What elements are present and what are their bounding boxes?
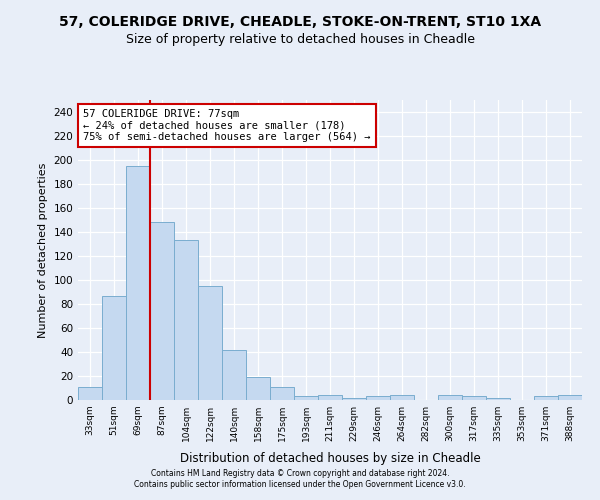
X-axis label: Distribution of detached houses by size in Cheadle: Distribution of detached houses by size … xyxy=(179,452,481,466)
Bar xyxy=(150,222,174,400)
Bar xyxy=(318,395,342,400)
Text: Contains HM Land Registry data © Crown copyright and database right 2024.: Contains HM Land Registry data © Crown c… xyxy=(151,468,449,477)
Bar xyxy=(198,286,222,400)
Bar xyxy=(390,395,414,400)
Bar xyxy=(270,387,294,400)
Bar xyxy=(486,398,510,400)
Text: Size of property relative to detached houses in Cheadle: Size of property relative to detached ho… xyxy=(125,32,475,46)
Bar xyxy=(534,396,558,400)
Text: 57 COLERIDGE DRIVE: 77sqm
← 24% of detached houses are smaller (178)
75% of semi: 57 COLERIDGE DRIVE: 77sqm ← 24% of detac… xyxy=(83,109,371,142)
Bar xyxy=(462,396,486,400)
Bar xyxy=(126,166,150,400)
Bar xyxy=(558,395,582,400)
Bar xyxy=(222,350,246,400)
Bar xyxy=(342,398,366,400)
Bar xyxy=(294,396,318,400)
Bar xyxy=(366,396,390,400)
Bar xyxy=(78,387,102,400)
Bar xyxy=(438,395,462,400)
Bar xyxy=(102,296,126,400)
Text: 57, COLERIDGE DRIVE, CHEADLE, STOKE-ON-TRENT, ST10 1XA: 57, COLERIDGE DRIVE, CHEADLE, STOKE-ON-T… xyxy=(59,15,541,29)
Bar xyxy=(174,240,198,400)
Y-axis label: Number of detached properties: Number of detached properties xyxy=(38,162,48,338)
Bar xyxy=(246,377,270,400)
Text: Contains public sector information licensed under the Open Government Licence v3: Contains public sector information licen… xyxy=(134,480,466,489)
